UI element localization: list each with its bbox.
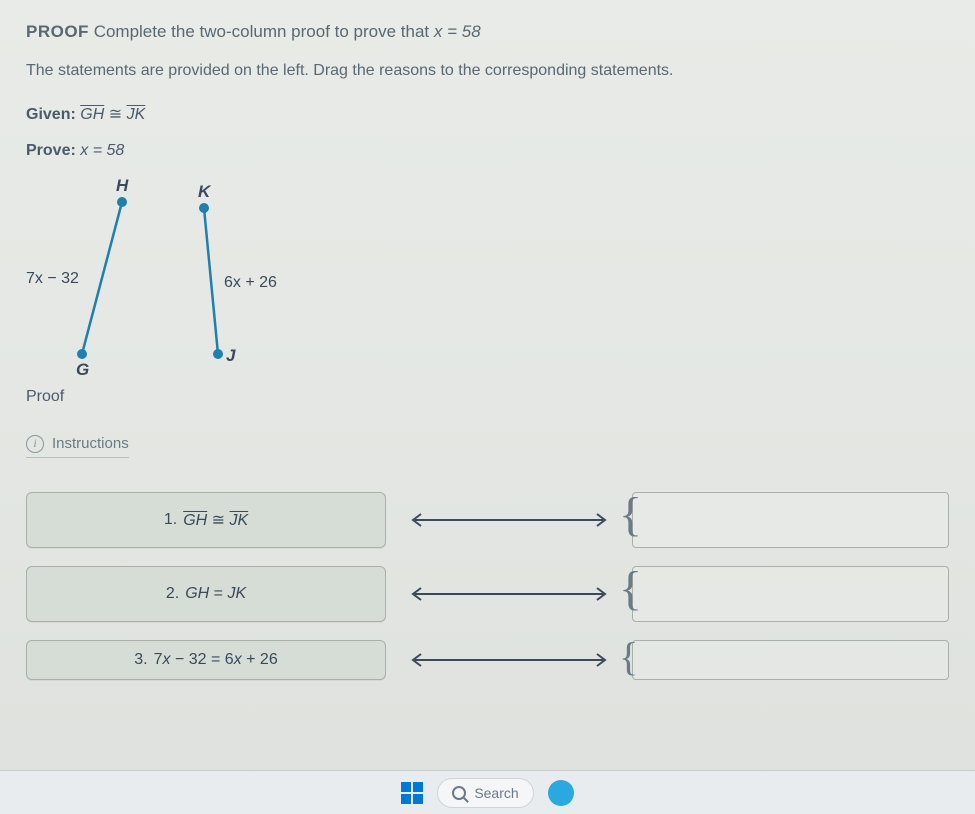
statement-num: 3. — [134, 651, 147, 669]
segment-label-jk: 6x + 26 — [224, 274, 277, 292]
proof-row-3: 3. 7x − 32 = 6x + 26 { — [26, 640, 949, 680]
given-line: Given: GH ≅ JK — [26, 104, 949, 124]
given-congruent: ≅ — [109, 106, 122, 123]
statement-card-2[interactable]: 2. GH = JK — [26, 566, 386, 622]
reason-dropzone-3[interactable]: { — [632, 640, 949, 680]
statement-expr: GH = JK — [185, 585, 246, 603]
proof-eq: x = 58 — [434, 22, 481, 41]
reason-dropzone-2[interactable]: { — [632, 566, 949, 622]
instructions-link[interactable]: i Instructions — [26, 435, 129, 458]
given-rhs: JK — [127, 106, 146, 123]
given-label: Given: — [26, 106, 76, 123]
proof-row-2: 2. GH = JK { — [26, 566, 949, 622]
instructions-text: Instructions — [52, 435, 129, 452]
taskbar-app-icon[interactable] — [548, 780, 574, 806]
segment-label-gh: 7x − 32 — [26, 270, 79, 288]
link-arrow — [404, 584, 614, 604]
proof-section-label: Proof — [26, 388, 949, 406]
statement-num: 1. — [164, 511, 177, 529]
given-lhs: GH — [80, 106, 104, 123]
statement-num: 2. — [166, 585, 179, 603]
statement-expr: GH ≅ JK — [183, 510, 248, 530]
point-label-g: G — [76, 360, 89, 380]
proof-row-1: 1. GH ≅ JK { — [26, 492, 949, 548]
prove-expr: x = 58 — [80, 142, 124, 159]
proof-label: PROOF — [26, 22, 89, 41]
search-icon — [452, 786, 466, 800]
reason-dropzone-1[interactable]: { — [632, 492, 949, 548]
statement-card-3[interactable]: 3. 7x − 32 = 6x + 26 — [26, 640, 386, 680]
brace-icon: { — [619, 561, 642, 617]
taskbar: Search — [0, 770, 975, 814]
search-placeholder: Search — [474, 785, 518, 801]
point-label-k: K — [198, 182, 210, 202]
start-button[interactable] — [401, 782, 423, 804]
taskbar-search[interactable]: Search — [437, 778, 533, 808]
proof-desc: Complete the two-column proof to prove t… — [94, 22, 434, 41]
link-arrow — [404, 510, 614, 530]
drag-instructions: The statements are provided on the left.… — [26, 62, 949, 80]
prove-label: Prove: — [26, 142, 76, 159]
info-icon: i — [26, 435, 44, 453]
brace-icon: { — [619, 637, 638, 677]
statement-expr: 7x − 32 = 6x + 26 — [154, 651, 278, 669]
point-label-h: H — [116, 176, 128, 196]
page-title: PROOF Complete the two-column proof to p… — [26, 22, 949, 42]
point-label-j: J — [226, 346, 235, 366]
brace-icon: { — [619, 487, 642, 543]
statement-card-1[interactable]: 1. GH ≅ JK — [26, 492, 386, 548]
proof-rows: 1. GH ≅ JK { 2. GH = JK { 3. — [26, 492, 949, 680]
geometry-diagram: H G K J 7x − 32 6x + 26 — [26, 178, 306, 378]
prove-line: Prove: x = 58 — [26, 142, 949, 160]
link-arrow — [404, 650, 614, 670]
